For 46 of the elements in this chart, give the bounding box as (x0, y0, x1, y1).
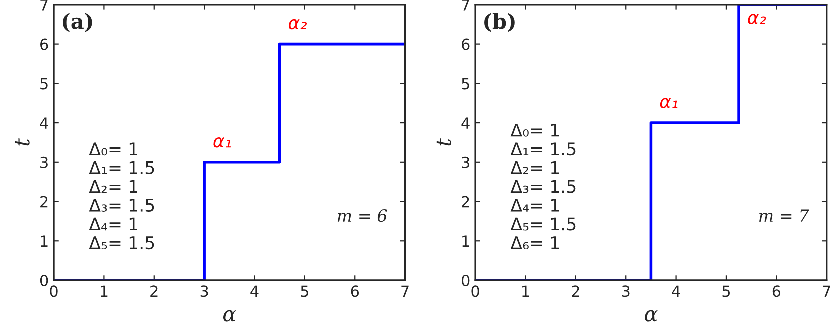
x-axis-title: α (224, 310, 236, 322)
y-tick-label: 2 (40, 196, 48, 208)
y-tick-label: 1 (462, 236, 470, 247)
annotation: α₂ (748, 14, 766, 24)
y-axis-title: t (436, 138, 452, 146)
x-tick-label: 0 (50, 286, 58, 298)
y-tick-label: 5 (462, 78, 470, 90)
y-tick-label: 3 (462, 156, 470, 168)
y-tick-label: 5 (40, 78, 48, 90)
x-tick-label: 4 (672, 286, 680, 297)
x-tick-label: 6 (772, 286, 781, 298)
annotation: α₁ (660, 98, 678, 108)
annotation: m = 7 (759, 210, 810, 222)
y-tick-label: 7 (462, 0, 470, 11)
y-tick-label: 2 (462, 196, 470, 208)
annotation: Δ₀= 1 Δ₁= 1.5 Δ₂= 1 Δ₃= 1.5 Δ₄= 1 Δ₅= 1.5 (89, 142, 154, 250)
y-tick-label: 4 (462, 118, 470, 129)
annotation: Δ₀= 1 Δ₁= 1.5 Δ₂= 1 Δ₃= 1.5 Δ₄= 1 Δ₅= 1.5 Δ₆= 1 (510, 124, 576, 250)
y-tick-label: 3 (40, 156, 48, 168)
annotation: (a) (63, 13, 92, 32)
y-tick-label: 4 (40, 118, 48, 129)
x-tick-label: 5 (722, 286, 730, 298)
x-axis-title: α (645, 310, 658, 322)
x-tick-label: 3 (200, 286, 208, 298)
y-tick-label: 7 (40, 0, 48, 11)
y-tick-label: 1 (41, 236, 48, 247)
x-tick-label: 7 (823, 286, 830, 297)
annotation: (b) (484, 13, 515, 32)
x-tick-label: 2 (150, 286, 158, 297)
annotation: α₁ (214, 137, 232, 148)
x-tick-label: 1 (101, 286, 108, 297)
x-tick-label: 1 (522, 286, 530, 297)
y-tick-label: 0 (462, 274, 470, 287)
annotation: α₂ (288, 19, 308, 30)
x-tick-label: 0 (472, 286, 480, 298)
x-tick-label: 6 (351, 286, 360, 298)
y-tick-label: 6 (462, 38, 470, 50)
y-tick-label: 6 (40, 38, 48, 50)
x-tick-label: 5 (301, 286, 308, 298)
x-tick-label: 4 (250, 286, 259, 297)
annotation: m = 6 (338, 210, 388, 222)
x-tick-label: 7 (402, 286, 409, 297)
x-tick-label: 3 (622, 286, 630, 298)
y-tick-label: 0 (40, 274, 48, 287)
y-axis-title: t (15, 138, 30, 146)
x-tick-label: 2 (572, 286, 580, 297)
